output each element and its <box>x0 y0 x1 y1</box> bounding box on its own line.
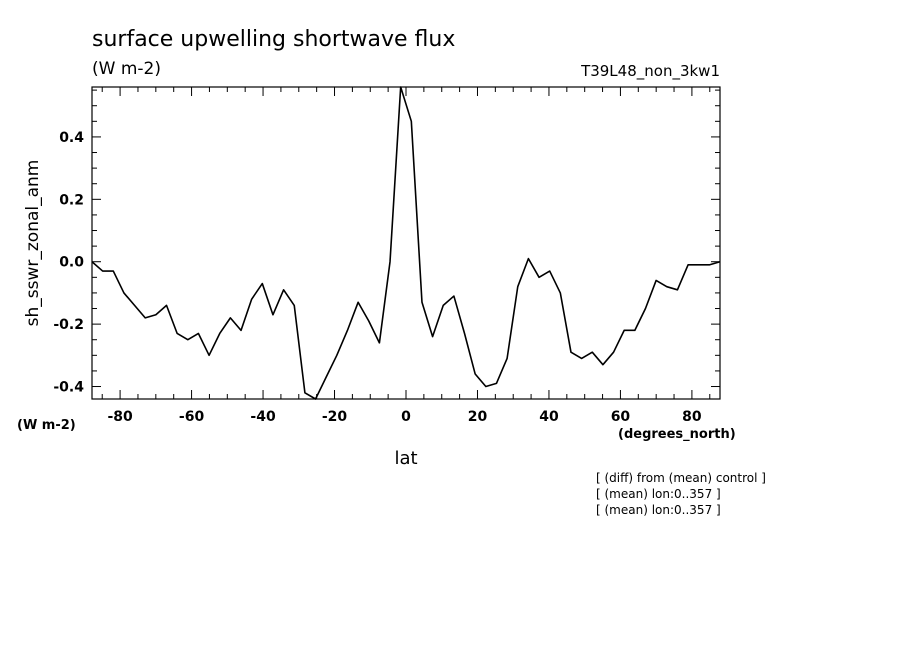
x-tick-label: -60 <box>179 409 205 425</box>
y-axis-label: sh_sswr_zonal_anm <box>23 160 43 327</box>
y-tick-label: 0.4 <box>59 130 84 146</box>
x-tick-label: 0 <box>401 409 411 425</box>
chart-title: surface upwelling shortwave flux <box>92 27 455 52</box>
y-tick-label: -0.2 <box>53 317 84 333</box>
chart-subtitle: (W m-2) <box>92 59 161 79</box>
x-units: (degrees_north) <box>618 427 736 442</box>
x-tick-label: 20 <box>468 409 488 425</box>
y-tick-label: -0.4 <box>53 380 84 396</box>
x-tick-label: 60 <box>611 409 631 425</box>
note: [ (diff) from (mean) control ] <box>596 471 766 485</box>
x-tick-label: 40 <box>539 409 559 425</box>
y-tick-label: 0.2 <box>59 192 84 208</box>
note: [ (mean) lon:0..357 ] <box>596 487 721 501</box>
y-tick-label: 0.0 <box>59 255 84 271</box>
x-tick-label: -40 <box>250 409 276 425</box>
note: [ (mean) lon:0..357 ] <box>596 503 721 517</box>
x-axis-label: lat <box>394 448 417 469</box>
x-tick-label: -80 <box>107 409 133 425</box>
y-units: (W m-2) <box>17 418 76 433</box>
x-tick-label: 80 <box>682 409 702 425</box>
run-label: T39L48_non_3kw1 <box>580 62 720 81</box>
data-line <box>91 86 721 400</box>
x-tick-label: -20 <box>322 409 348 425</box>
